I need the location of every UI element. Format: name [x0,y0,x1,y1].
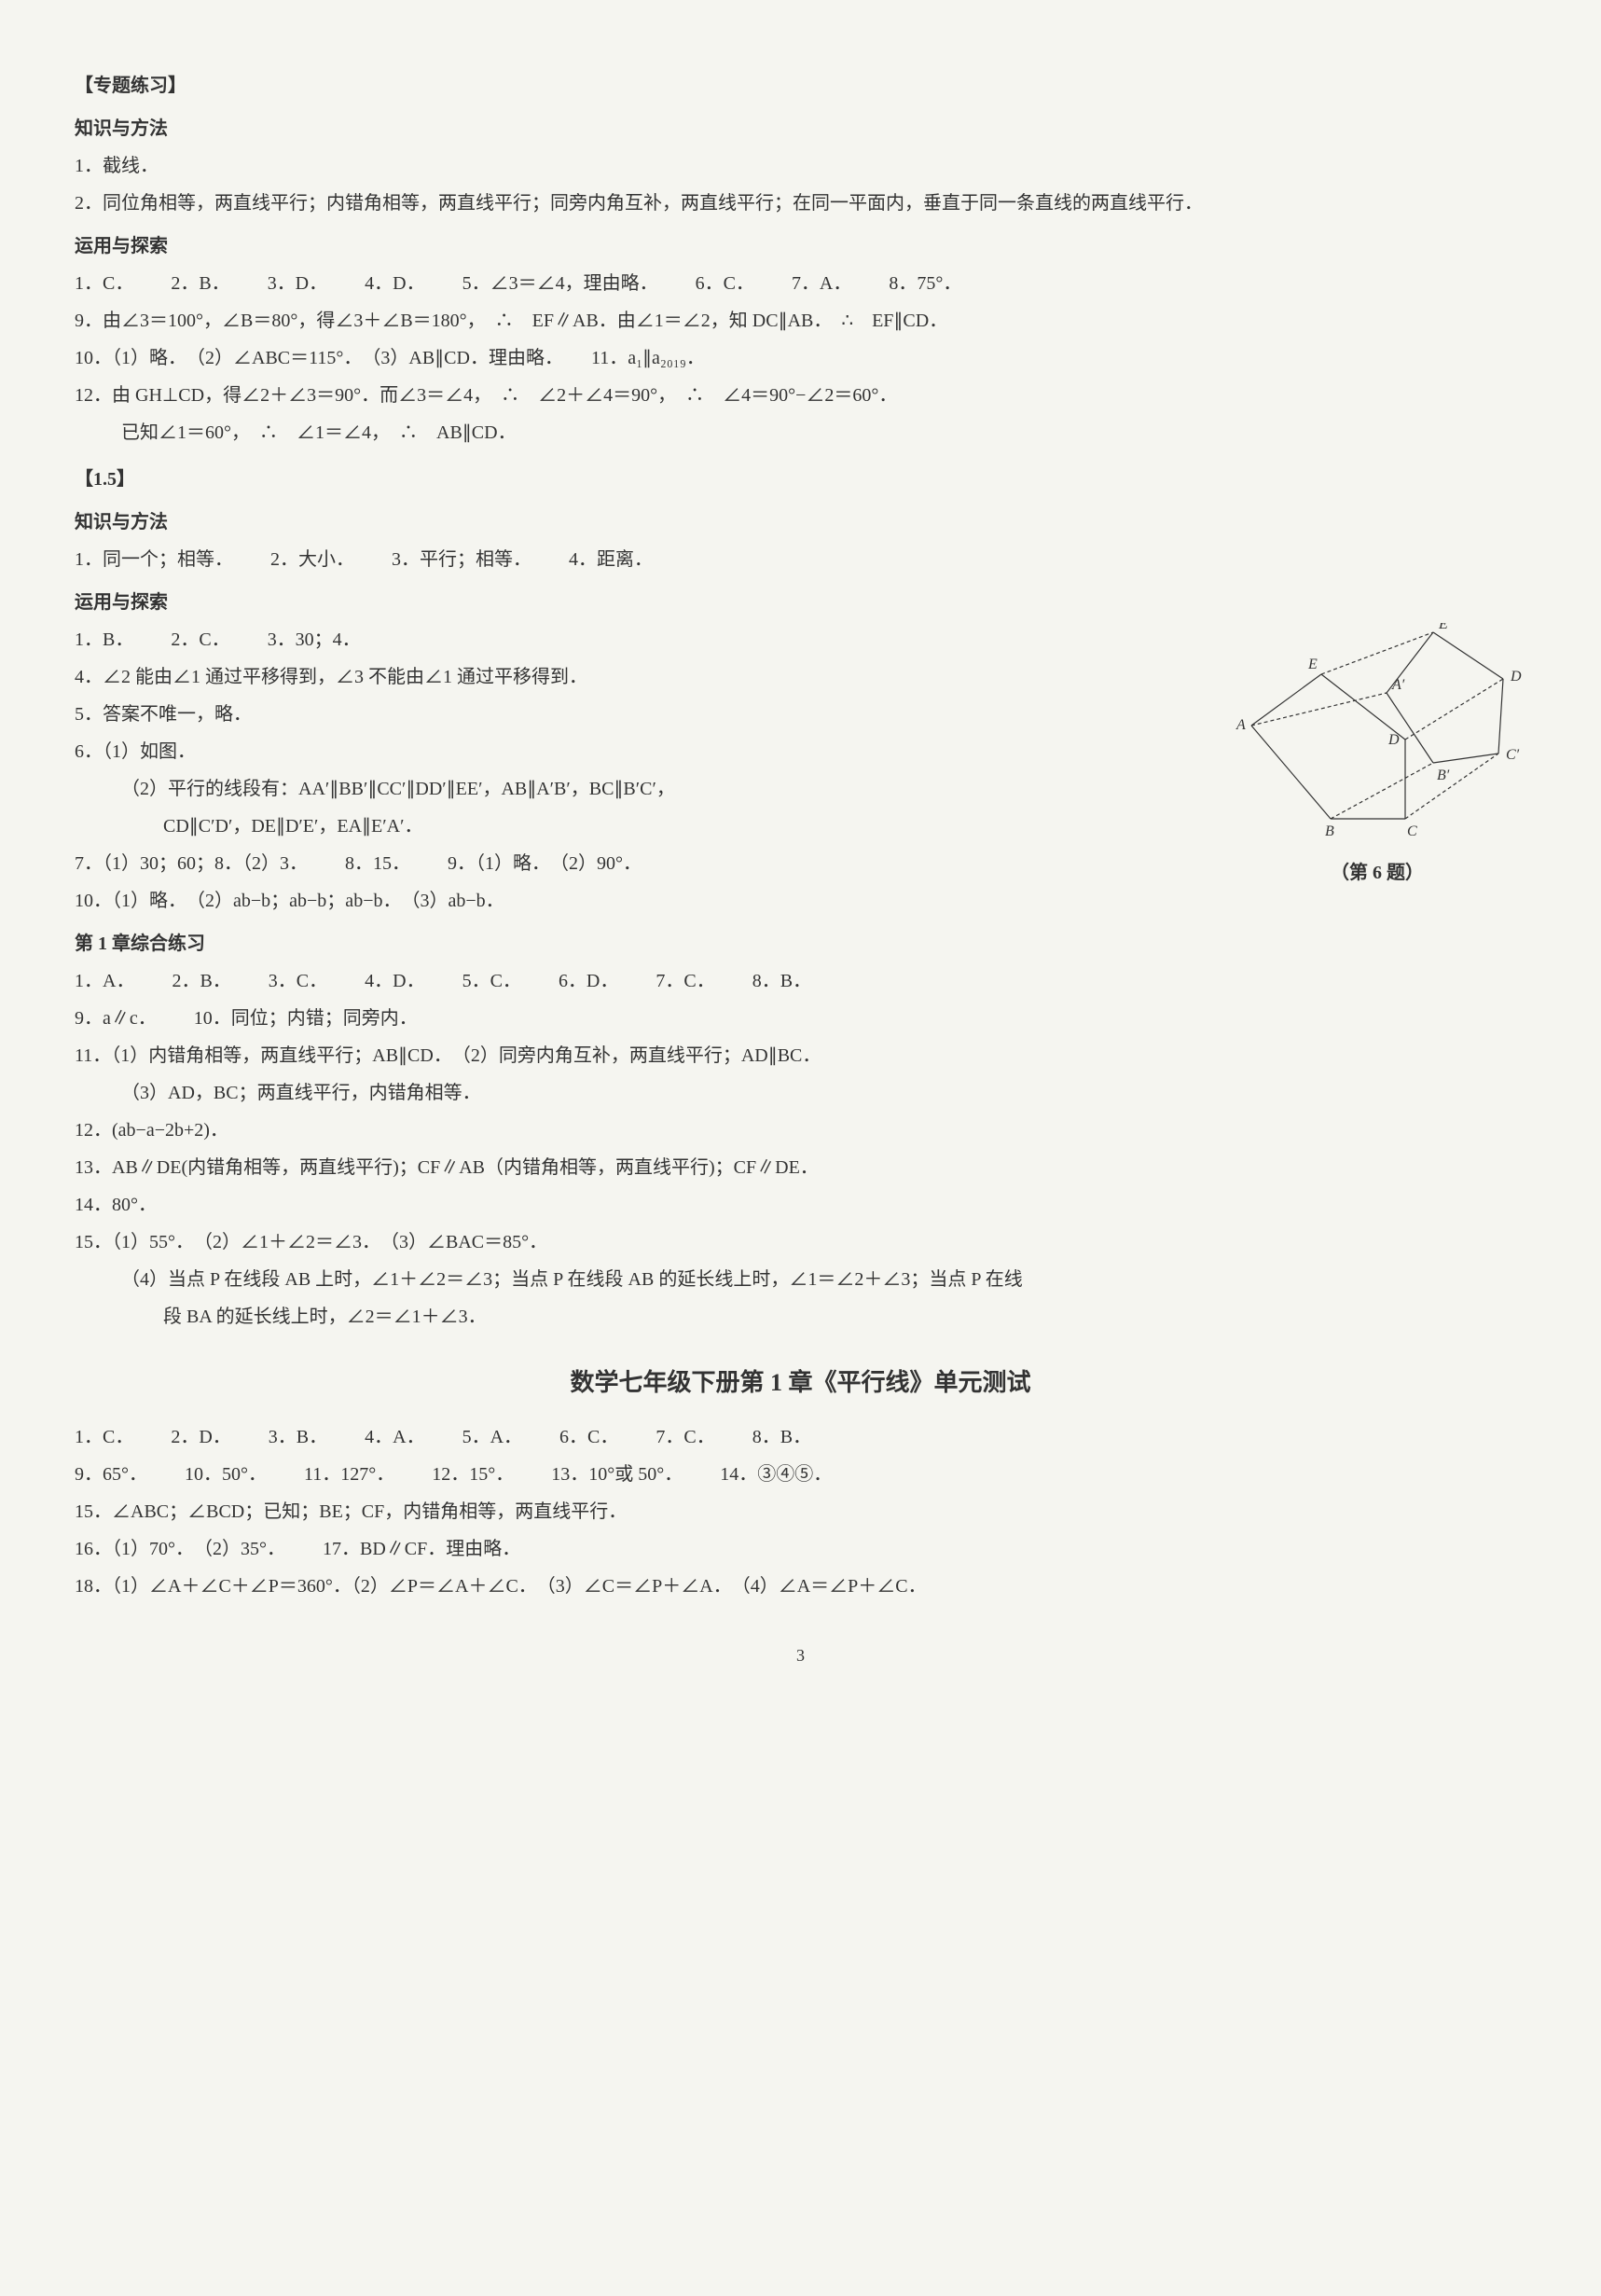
answer-item: 9．（1）略． （2）90°． [448,847,642,880]
answer-item: 4．∠2 能由∠1 通过平移得到，∠3 不能由∠1 通过平移得到． [75,660,1209,694]
subsection-knowledge: 知识与方法 [75,112,1526,145]
answer-item: 1．截线． [75,149,1526,183]
pentagon-translation-figure: A B C D E A′ B′ C′ D′ E′ [1233,623,1522,837]
answer-item: 3．平行；相等． [392,543,531,576]
svg-text:E′: E′ [1438,623,1452,632]
answer-item: 5．答案不唯一，略． [75,698,1209,731]
section-header-chapter1-review: 第 1 章综合练习 [75,927,1526,961]
answer-item: 4．A． [365,1420,424,1454]
svg-text:D: D [1387,732,1400,748]
svg-text:D′: D′ [1510,669,1522,685]
answer-item: 3．D． [268,267,327,300]
answer-row: 1．C． 2．D． 3．B． 4．A． 5．A． 6．C． 7．C． 8．B． [75,1420,1526,1454]
answer-item: 10．（1）略． （2）ab−b；ab−b；ab−b． （3）ab−b． [75,884,1209,918]
subsection-knowledge: 知识与方法 [75,505,1526,539]
svg-text:E: E [1307,657,1318,672]
answer-row: 9．a∥c． 10．同位；内错；同旁内． [75,1002,1526,1035]
answer-item: 15．∠ABC；∠BCD；已知；BE；CF，内错角相等，两直线平行． [75,1495,1526,1528]
answer-item: 8．75°． [889,267,961,300]
svg-text:B: B [1325,823,1334,837]
unit-test-title: 数学七年级下册第 1 章《平行线》单元测试 [75,1362,1526,1405]
figure-6: A B C D E A′ B′ C′ D′ E′ （第 6 题） [1228,623,1526,890]
answer-item: 4．D． [365,267,424,300]
answer-item: 2．同位角相等，两直线平行；内错角相等，两直线平行；同旁内角互补，两直线平行；在… [75,187,1526,220]
answer-item: 7．（1）30；60；8．（2）3． [75,847,308,880]
answer-item: 1．A． [75,964,134,998]
answer-item: 12．(ab−a−2b+2)． [75,1113,1526,1147]
answer-item: 段 BA 的延长线上时，∠2＝∠1＋∠3． [75,1300,1526,1334]
answer-item: 3．30；4． [268,623,361,657]
answer-item: 1．C． [75,267,133,300]
answer-item: 5．A． [462,1420,522,1454]
answer-item: （4）当点 P 在线段 AB 上时，∠1＋∠2＝∠3；当点 P 在线段 AB 的… [75,1263,1526,1296]
answer-item: 11．（1）内错角相等，两直线平行；AB∥CD． （2）同旁内角互补，两直线平行… [75,1039,1526,1072]
svg-text:A: A [1235,717,1246,733]
answer-item: 15．（1）55°． （2）∠1＋∠2＝∠3． （3）∠BAC＝85°． [75,1225,1526,1259]
answer-item: 18．（1）∠A＋∠C＋∠P＝360°．（2）∠P＝∠A＋∠C． （3）∠C＝∠… [75,1570,1526,1603]
answer-item: 8．B． [752,1420,811,1454]
answer-item: 3．C． [269,964,327,998]
answer-item: 已知∠1＝60°， ∴ ∠1＝∠4， ∴ AB∥CD． [75,416,1526,450]
answer-item: 13．10°或 50°． [551,1458,683,1491]
answer-item: 8．15． [345,847,410,880]
answer-item: 9．a∥c． [75,1002,157,1035]
answer-row: 7．（1）30；60；8．（2）3． 8．15． 9．（1）略． （2）90°． [75,847,1209,880]
answer-item: 6．D． [559,964,618,998]
answer-item: 10．50°． [185,1458,267,1491]
answer-item: 3．B． [269,1420,327,1454]
answer-item: 6．（1）如图． [75,735,1209,768]
answer-item: 17．BD∥CF．理由略． [323,1532,520,1566]
svg-text:C′: C′ [1506,747,1520,763]
subsection-apply: 运用与探索 [75,586,1526,619]
answer-item: 2．D． [171,1420,230,1454]
subsection-apply: 运用与探索 [75,229,1526,263]
figure-caption: （第 6 题） [1228,856,1526,890]
answer-row: 1．C． 2．B． 3．D． 4．D． 5．∠3＝∠4，理由略． 6．C． 7．… [75,267,1526,300]
answer-item: 10．同位；内错；同旁内． [194,1002,418,1035]
answer-item: 5．C． [462,964,521,998]
answer-item: 10．（1）略． （2）∠ABC＝115°． （3）AB∥CD．理由略． 11．… [75,341,1526,375]
answer-item: 2．B． [171,267,229,300]
answer-item: 6．C． [696,267,754,300]
answer-row: 9．65°． 10．50°． 11．127°． 12．15°． 13．10°或 … [75,1458,1526,1491]
answer-item: 1．B． [75,623,133,657]
answer-item: 14．③④⑤． [720,1458,832,1491]
answer-item: 12．15°． [432,1458,514,1491]
content-with-figure: A B C D E A′ B′ C′ D′ E′ （第 6 题） 1．B． 2．C． 3．30；4… [75,623,1526,918]
document-page: 【专题练习】 知识与方法 1．截线． 2．同位角相等，两直线平行；内错角相等，两… [75,69,1526,1670]
answer-item: CD∥C′D′，DE∥D′E′，EA∥E′A′． [75,809,1209,843]
answer-row: 1．同一个；相等． 2．大小． 3．平行；相等． 4．距离． [75,543,1526,576]
answer-item: 11．127°． [304,1458,394,1491]
answer-item: 9．由∠3＝100°，∠B＝80°，得∠3＋∠B＝180°， ∴ EF∥AB．由… [75,304,1526,338]
section-header-special: 【专题练习】 [75,69,1526,103]
answer-item: 7．C． [656,1420,714,1454]
answer-item: 1．同一个；相等． [75,543,233,576]
answer-row: 16．（1）70°． （2）35°． 17．BD∥CF．理由略． [75,1532,1526,1566]
svg-text:A′: A′ [1391,677,1405,693]
answer-item: 6．C． [559,1420,618,1454]
answer-item: 1．C． [75,1420,133,1454]
section-header-1-5: 【1.5】 [75,463,1526,496]
answer-item: 2．B． [172,964,230,998]
svg-text:C: C [1407,823,1417,837]
answer-row: 1．B． 2．C． 3．30；4． [75,623,1209,657]
answer-item: 13．AB∥DE(内错角相等，两直线平行)；CF∥AB（内错角相等，两直线平行)… [75,1151,1526,1184]
answer-item: 4．距离． [569,543,653,576]
answer-item: 4．D． [365,964,424,998]
answer-item: （2）平行的线段有：AA′∥BB′∥CC′∥DD′∥EE′，AB∥A′B′，BC… [75,772,1209,806]
answer-item: （3）AD，BC；两直线平行，内错角相等． [75,1076,1526,1110]
answer-item: 14．80°． [75,1188,1526,1222]
answer-row: 1．A． 2．B． 3．C． 4．D． 5．C． 6．D． 7．C． 8．B． [75,964,1526,998]
answer-item: 8．B． [752,964,811,998]
answer-item: 2．大小． [270,543,354,576]
answer-item: 7．C． [656,964,714,998]
answer-item: 2．C． [171,623,229,657]
answer-item: 7．A． [792,267,851,300]
answer-item: 16．（1）70°． （2）35°． [75,1532,285,1566]
svg-text:B′: B′ [1437,768,1450,783]
answer-item: 9．65°． [75,1458,147,1491]
answer-item: 5．∠3＝∠4，理由略． [462,267,658,300]
answer-item: 12．由 GH⊥CD，得∠2＋∠3＝90°．而∠3＝∠4， ∴ ∠2＋∠4＝90… [75,379,1526,412]
page-number: 3 [75,1640,1526,1670]
